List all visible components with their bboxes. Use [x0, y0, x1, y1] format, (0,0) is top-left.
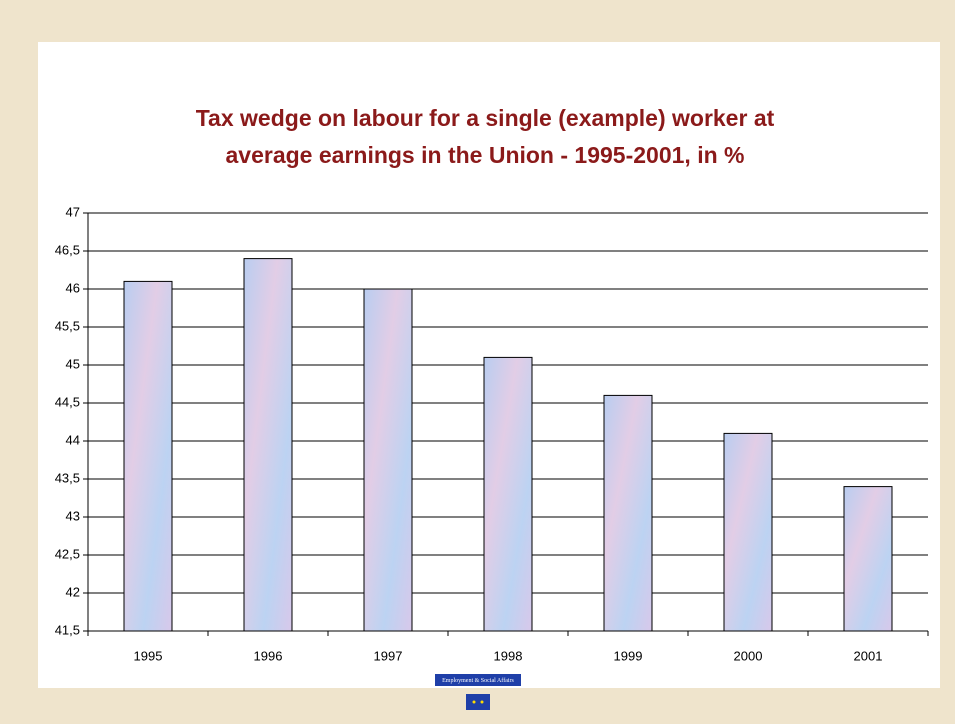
x-tick-label: 2001: [854, 648, 883, 663]
x-tick-label: 1999: [614, 648, 643, 663]
x-tick-label: 1998: [494, 648, 523, 663]
bar: [123, 280, 173, 632]
y-tick-label: 46,5: [55, 242, 80, 257]
chart-title: Tax wedge on labour for a single (exampl…: [196, 105, 775, 131]
bar: [363, 288, 413, 632]
y-tick-label: 43: [66, 508, 80, 523]
chart-title: average earnings in the Union - 1995-200…: [226, 142, 745, 168]
x-tick-label: 1997: [374, 648, 403, 663]
y-tick-label: 41,5: [55, 622, 80, 637]
bar: [723, 432, 773, 632]
eu-flag: [466, 694, 490, 710]
x-tick-label: 1995: [134, 648, 163, 663]
bar: [483, 356, 533, 632]
footer-box: [435, 674, 521, 686]
flag-star: [480, 700, 484, 704]
y-tick-label: 45,5: [55, 318, 80, 333]
y-tick-label: 43,5: [55, 470, 80, 485]
y-tick-label: 42,5: [55, 546, 80, 561]
bar: [243, 258, 293, 632]
flag-star: [472, 700, 476, 704]
y-tick-label: 45: [66, 356, 80, 371]
x-tick-label: 1996: [254, 648, 283, 663]
y-tick-label: 44: [66, 432, 80, 447]
y-tick-label: 44,5: [55, 394, 80, 409]
footer-label: Employment & Social Affairs: [442, 677, 514, 684]
bar: [603, 394, 653, 632]
y-tick-label: 46: [66, 280, 80, 295]
y-tick-label: 47: [66, 204, 80, 219]
bar: [843, 486, 893, 632]
y-tick-label: 42: [66, 584, 80, 599]
x-tick-label: 2000: [734, 648, 763, 663]
